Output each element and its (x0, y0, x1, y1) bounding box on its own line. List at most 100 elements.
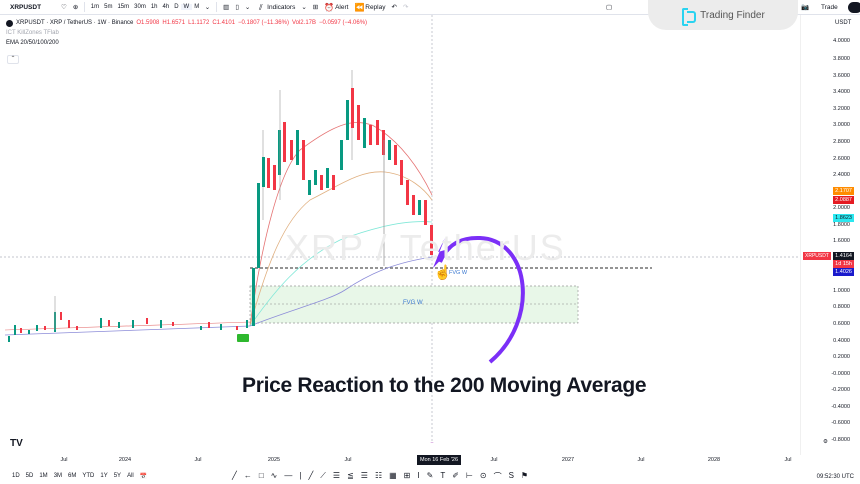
last-price-tag: 1.4164 (833, 252, 854, 260)
fib-channel-icon[interactable]: ☰ (360, 471, 368, 480)
chart-legend: XRPUSDT · XRP / TetherUS · 1W · Binance … (6, 18, 367, 48)
gann-box-icon[interactable]: ☷ (374, 471, 383, 480)
timeframe-4h[interactable]: 4h (162, 4, 170, 10)
arc-icon[interactable]: ⌒ (493, 472, 502, 481)
chart-canvas[interactable]: ☝ XRP / TetherUS FVG W FVG W (0, 15, 800, 452)
price-label: 2.0000 (833, 205, 850, 211)
indicator-killzones[interactable]: ICT KillZones TFlab (6, 30, 59, 36)
ema100-tag: 1.8623 (833, 214, 854, 222)
redo-icon[interactable]: ↷ (402, 4, 409, 11)
collapse-legend-button[interactable]: ⌃ (7, 55, 19, 64)
range-5y[interactable]: 5Y (113, 473, 122, 479)
range-ytd[interactable]: YTD (82, 473, 95, 479)
range-5d[interactable]: 5D (25, 473, 34, 479)
range-1m[interactable]: 1M (39, 473, 48, 479)
timeframe-15m[interactable]: 15m (117, 4, 130, 10)
templates-icon[interactable]: ⊞ (312, 4, 319, 11)
price-label: 1.0000 (833, 288, 850, 294)
legend-open: O1.5908 (136, 20, 160, 26)
indicators-label: Indicators (267, 3, 296, 11)
rectangle-icon[interactable]: □ (258, 471, 264, 480)
trade-button[interactable]: Trade (821, 3, 838, 11)
timeframe-5m[interactable]: 5m (104, 4, 113, 10)
time-axis[interactable]: Jul 2024 Jul 2025 Jul Mon 16 Feb '26 Jul… (0, 455, 860, 467)
ray-icon[interactable]: ╱ (308, 471, 314, 480)
time-label: 2027 (561, 457, 575, 463)
legend-low: L1.1172 (188, 20, 210, 26)
trend-line-icon[interactable]: ╱ (232, 471, 237, 480)
publish-button[interactable] (848, 1, 860, 13)
indicators-button[interactable]: ⫽ Indicators (253, 0, 298, 15)
add-symbol-icon[interactable]: ⊕ (72, 4, 79, 11)
text-icon[interactable]: T (440, 471, 446, 480)
timeframe-1m[interactable]: 1m (90, 4, 100, 10)
ema50-tag: 2.0887 (833, 196, 854, 204)
candles-pre-rally (8, 296, 248, 342)
trading-finder-badge: Trading Finder (648, 0, 798, 30)
pencil-icon[interactable]: ✎ (426, 471, 434, 480)
fvg-label: FVG W (403, 300, 423, 306)
price-label: 0.8000 (833, 304, 850, 310)
candle-style-icon[interactable]: ▯ (235, 4, 239, 11)
chevron-down-icon[interactable]: ⌄ (301, 4, 307, 11)
settings-icon[interactable]: ⚙ (823, 439, 828, 445)
range-1d[interactable]: 1D (12, 473, 20, 479)
path-icon[interactable]: ∿ (270, 471, 278, 480)
curve-icon[interactable]: S (508, 471, 514, 480)
ema200-tag: 1.4026 (833, 268, 854, 276)
replay-button[interactable]: ⏪ Replay (351, 0, 388, 15)
crosshair-date: Mon 16 Feb '26 (417, 455, 462, 465)
price-axis[interactable]: USDT 4.0000 3.8000 3.6000 3.4000 3.2000 … (800, 15, 860, 455)
horizontal-line-icon[interactable]: — (284, 471, 293, 480)
vertical-line-icon[interactable]: | (299, 471, 302, 480)
symbol-search[interactable]: XRPUSDT (10, 3, 42, 11)
timeframe-d[interactable]: D (174, 4, 179, 10)
price-label: 3.6000 (833, 73, 850, 79)
timeframe-30m[interactable]: 30m (134, 4, 146, 10)
chevron-down-icon[interactable]: ⌄ (204, 4, 211, 11)
tradingview-logo[interactable]: TV (10, 438, 23, 449)
extended-line-icon[interactable]: ⟋ (320, 471, 326, 480)
heart-icon[interactable]: ♡ (61, 4, 67, 11)
indicator-ema[interactable]: EMA 20/50/100/200 (6, 40, 59, 46)
layout-icon[interactable]: ▢ (606, 4, 613, 11)
bar-style-icon[interactable]: ▥ (223, 4, 230, 11)
grid-icon[interactable]: ⊞ (403, 471, 411, 480)
alert-button[interactable]: ⏰ Alert (321, 0, 351, 15)
range-3m[interactable]: 3M (53, 473, 63, 479)
parallel-channel-icon[interactable]: ☰ (332, 471, 341, 480)
text-cursor-icon[interactable]: I (417, 471, 420, 480)
drawing-tools: ╱ ← □ ∿ — | ╱ ⟋ ☰ ≦ ☰ ☷ ▦ ⊞ I ✎ T ✐ ⊢ ⊙ … (232, 471, 528, 482)
timeframe-w[interactable]: W (181, 4, 192, 10)
currency-selector[interactable]: USDT (835, 20, 852, 26)
indicators-icon: ⫽ (259, 2, 263, 12)
undo-icon[interactable]: ↶ (391, 4, 397, 11)
time-label: 2028 (707, 457, 721, 463)
camera-icon[interactable]: 📷 (801, 4, 810, 11)
price-label: 0.6000 (833, 321, 850, 327)
price-chart: ☝ (0, 15, 800, 452)
range-6m[interactable]: 6M (68, 473, 77, 479)
time-label: Jul (637, 457, 645, 463)
flag-icon[interactable]: ⚑ (520, 471, 529, 480)
measure-icon[interactable]: ⊢ (465, 471, 473, 480)
brush-icon[interactable]: ✐ (452, 471, 459, 480)
table-icon[interactable]: ▦ (389, 471, 397, 480)
target-icon[interactable]: ⊙ (479, 471, 487, 480)
brand-name: Trading Finder (700, 9, 765, 21)
fib-retracement-icon[interactable]: ≦ (347, 471, 354, 480)
fvg-label-small: FVG W (449, 270, 468, 276)
arrow-line-icon[interactable]: ← (243, 471, 252, 480)
clock[interactable]: 09:52:30 UTC (816, 473, 854, 480)
price-label: -0.0000 (831, 371, 850, 377)
time-label: Jul (490, 457, 498, 463)
timeframe-m[interactable]: M (194, 4, 200, 10)
goto-date-icon[interactable]: 📅 (139, 474, 148, 480)
chevron-down-icon[interactable]: ⌄ (244, 4, 251, 11)
legend-title[interactable]: XRPUSDT · XRP / TetherUS · 1W · Binance (16, 20, 134, 26)
range-1y[interactable]: 1Y (100, 473, 108, 479)
range-all[interactable]: All (127, 473, 134, 479)
timeframe-1h[interactable]: 1h (150, 4, 158, 10)
time-label: Jul (784, 457, 792, 463)
